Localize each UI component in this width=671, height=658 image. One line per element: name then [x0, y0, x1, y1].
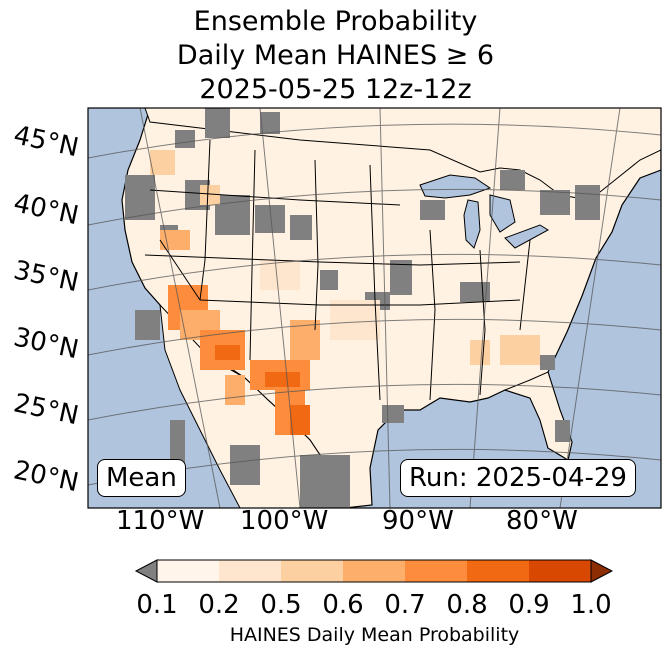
colorbar — [134, 559, 614, 583]
colorbar-tick: 0.8 — [446, 590, 488, 620]
colorbar-segment — [343, 560, 405, 582]
title-line-1: Ensemble Probability — [193, 6, 478, 37]
colorbar-label: HAINES Daily Mean Probability — [229, 624, 520, 646]
colorbar-segment — [281, 560, 343, 582]
colorbar-tick: 0.6 — [322, 590, 364, 620]
lake-superior — [419, 174, 492, 199]
colorbar-segment — [405, 560, 467, 582]
colorbar-under-arrow — [134, 559, 158, 583]
run-label-box: Run: 2025-04-29 — [400, 459, 636, 497]
lon-label-110: 110°W — [116, 506, 205, 536]
colorbar-segment — [467, 560, 529, 582]
colorbar-frame — [156, 559, 592, 583]
stat-label-box: Mean — [97, 459, 186, 497]
colorbar-over-arrow — [590, 559, 614, 583]
lake-michigan — [463, 199, 481, 249]
probability-patches — [150, 150, 540, 435]
colorbar-tick: 0.1 — [136, 590, 178, 620]
colorbar-segment — [157, 560, 219, 582]
lake-huron — [489, 194, 516, 233]
lon-label-90: 90°W — [382, 506, 454, 536]
map-frame — [87, 107, 662, 509]
colorbar-tick: 0.7 — [384, 590, 426, 620]
lon-label-100: 100°W — [240, 506, 329, 536]
lake-erie — [504, 224, 549, 249]
colorbar-segment — [219, 560, 281, 582]
colorbar-tick: 0.5 — [260, 590, 302, 620]
lon-label-80: 80°W — [506, 506, 578, 536]
colorbar-segment — [529, 560, 591, 582]
colorbar-tick: 0.2 — [198, 590, 240, 620]
title-line-3: 2025-05-25 12z-12z — [199, 74, 472, 105]
title-line-2: Daily Mean HAINES ≥ 6 — [176, 40, 495, 71]
colorbar-tick: 1.0 — [570, 590, 612, 620]
colorbar-tick: 0.9 — [508, 590, 550, 620]
